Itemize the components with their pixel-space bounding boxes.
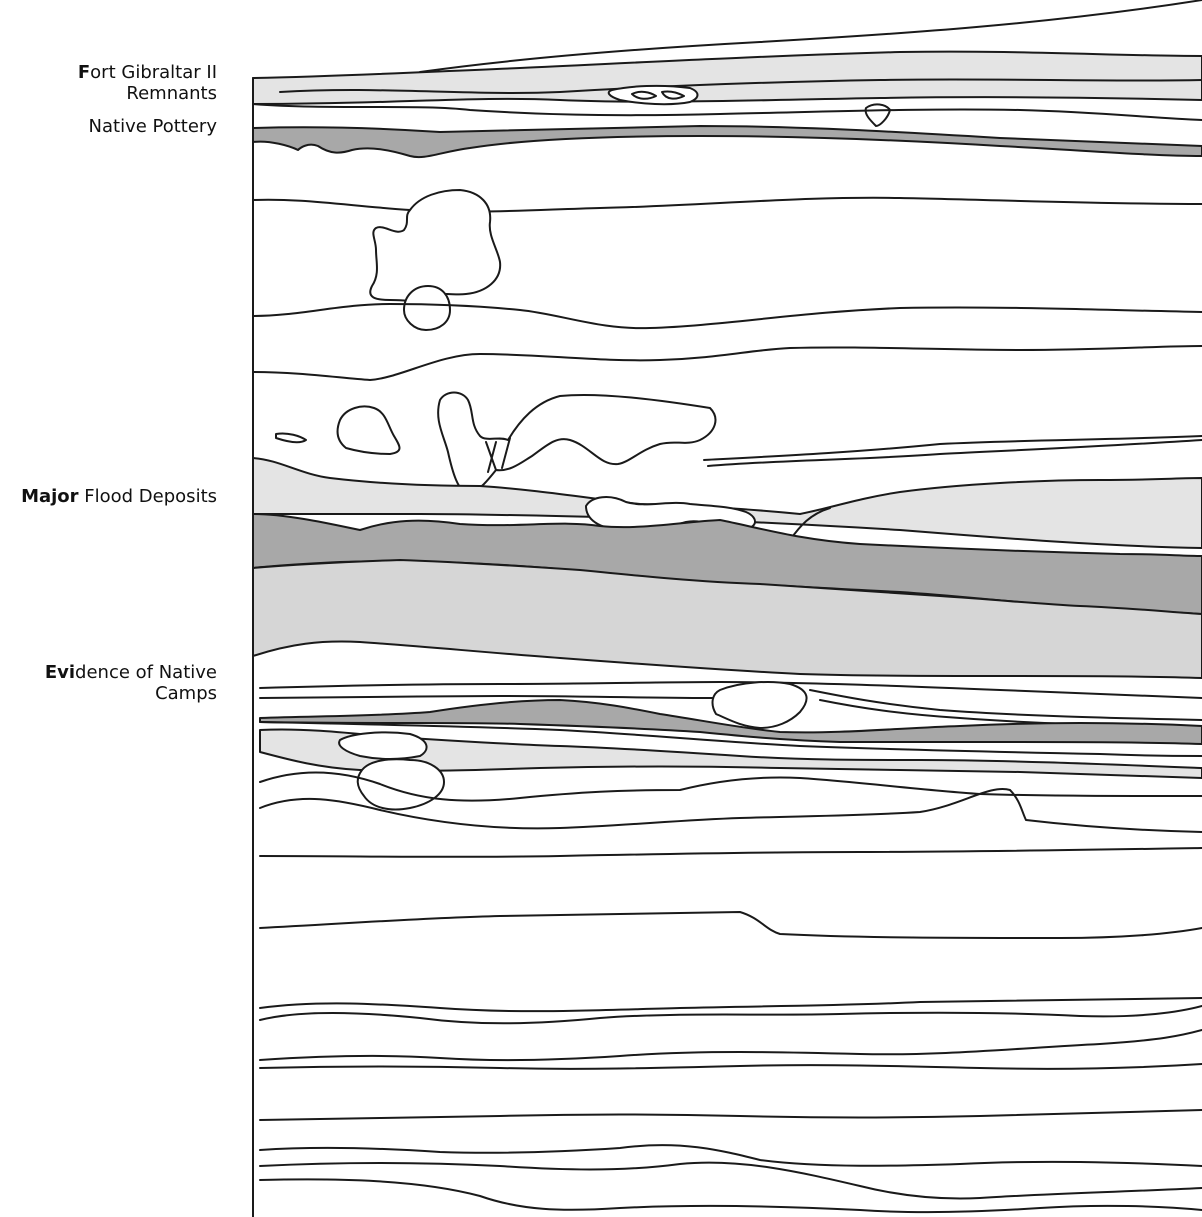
label-line: Camps — [155, 683, 217, 704]
strat-line — [259, 1144, 1202, 1167]
strat-line — [259, 771, 1202, 802]
strat-line — [259, 847, 1202, 858]
label-emphasis: Evi — [44, 662, 76, 683]
strat-line — [809, 689, 1202, 721]
strat-line — [259, 1005, 1202, 1025]
label-major-flood-deposits: Major Flood Deposits — [21, 486, 217, 507]
surface-line — [419, 0, 1202, 73]
strat-line — [259, 1029, 1202, 1062]
strat-line — [259, 695, 721, 699]
strat-line — [259, 681, 1202, 699]
pit-feature — [864, 103, 891, 127]
label-line: dence of Native — [75, 662, 217, 683]
strat-line — [259, 721, 1202, 757]
camp-lens-small — [338, 731, 428, 760]
strat-line — [259, 1109, 1202, 1121]
label-line: ort Gibraltar II — [90, 62, 217, 83]
label-evidence-of-native-camps: Evidence of Native Camps — [45, 662, 217, 704]
strat-line — [259, 1161, 1202, 1200]
strat-line — [259, 911, 1202, 939]
flood-main-band — [252, 559, 1202, 679]
lens-hatching — [485, 437, 511, 473]
large-lens-feature — [437, 391, 717, 495]
strat-line — [252, 345, 1202, 381]
strat-line — [259, 1063, 1202, 1070]
small-lens — [275, 432, 307, 444]
strat-line — [252, 303, 1202, 330]
strat-line — [259, 997, 1202, 1013]
fort-gibraltar-band — [252, 50, 1202, 105]
strat-line — [252, 196, 1202, 213]
camp-pit-lens — [356, 758, 445, 811]
strat-line — [259, 1178, 1202, 1214]
lens-feature — [336, 405, 401, 455]
label-native-pottery: Native Pottery — [88, 116, 217, 137]
reworked-sediment-lens — [369, 189, 502, 302]
strat-line — [279, 78, 1202, 94]
fort-remnant-fragments — [631, 90, 685, 100]
label-fort-gibraltar-remnants: Fort Gibraltar II Remnants — [78, 62, 217, 104]
nodule-lens — [403, 285, 451, 331]
strat-line — [252, 103, 1202, 121]
label-emphasis: Major — [21, 486, 79, 507]
strat-line — [707, 439, 1202, 467]
strat-line — [703, 435, 1202, 461]
camp-dark-band — [259, 699, 1202, 745]
native-pottery-band — [252, 125, 1202, 158]
label-line: Flood Deposits — [78, 486, 217, 507]
camp-lens — [711, 681, 808, 729]
label-line: Remnants — [126, 83, 217, 104]
strat-line — [259, 787, 1202, 833]
label-emphasis: F — [77, 62, 91, 83]
